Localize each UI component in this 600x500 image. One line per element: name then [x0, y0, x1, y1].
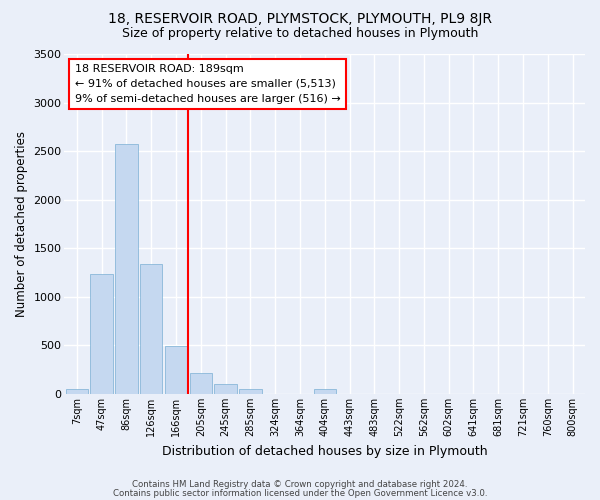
Y-axis label: Number of detached properties: Number of detached properties	[15, 131, 28, 317]
Text: 18 RESERVOIR ROAD: 189sqm
← 91% of detached houses are smaller (5,513)
9% of sem: 18 RESERVOIR ROAD: 189sqm ← 91% of detac…	[75, 64, 341, 104]
Bar	[165, 346, 187, 394]
Bar	[91, 274, 113, 394]
Text: 18, RESERVOIR ROAD, PLYMSTOCK, PLYMOUTH, PL9 8JR: 18, RESERVOIR ROAD, PLYMSTOCK, PLYMOUTH,…	[108, 12, 492, 26]
Bar	[239, 389, 262, 394]
Bar	[65, 389, 88, 394]
Text: Size of property relative to detached houses in Plymouth: Size of property relative to detached ho…	[122, 28, 478, 40]
Bar	[190, 374, 212, 394]
Bar	[214, 384, 237, 394]
Bar	[314, 388, 336, 394]
Text: Contains public sector information licensed under the Open Government Licence v3: Contains public sector information licen…	[113, 488, 487, 498]
X-axis label: Distribution of detached houses by size in Plymouth: Distribution of detached houses by size …	[162, 444, 488, 458]
Bar	[140, 264, 163, 394]
Bar	[115, 144, 137, 394]
Text: Contains HM Land Registry data © Crown copyright and database right 2024.: Contains HM Land Registry data © Crown c…	[132, 480, 468, 489]
